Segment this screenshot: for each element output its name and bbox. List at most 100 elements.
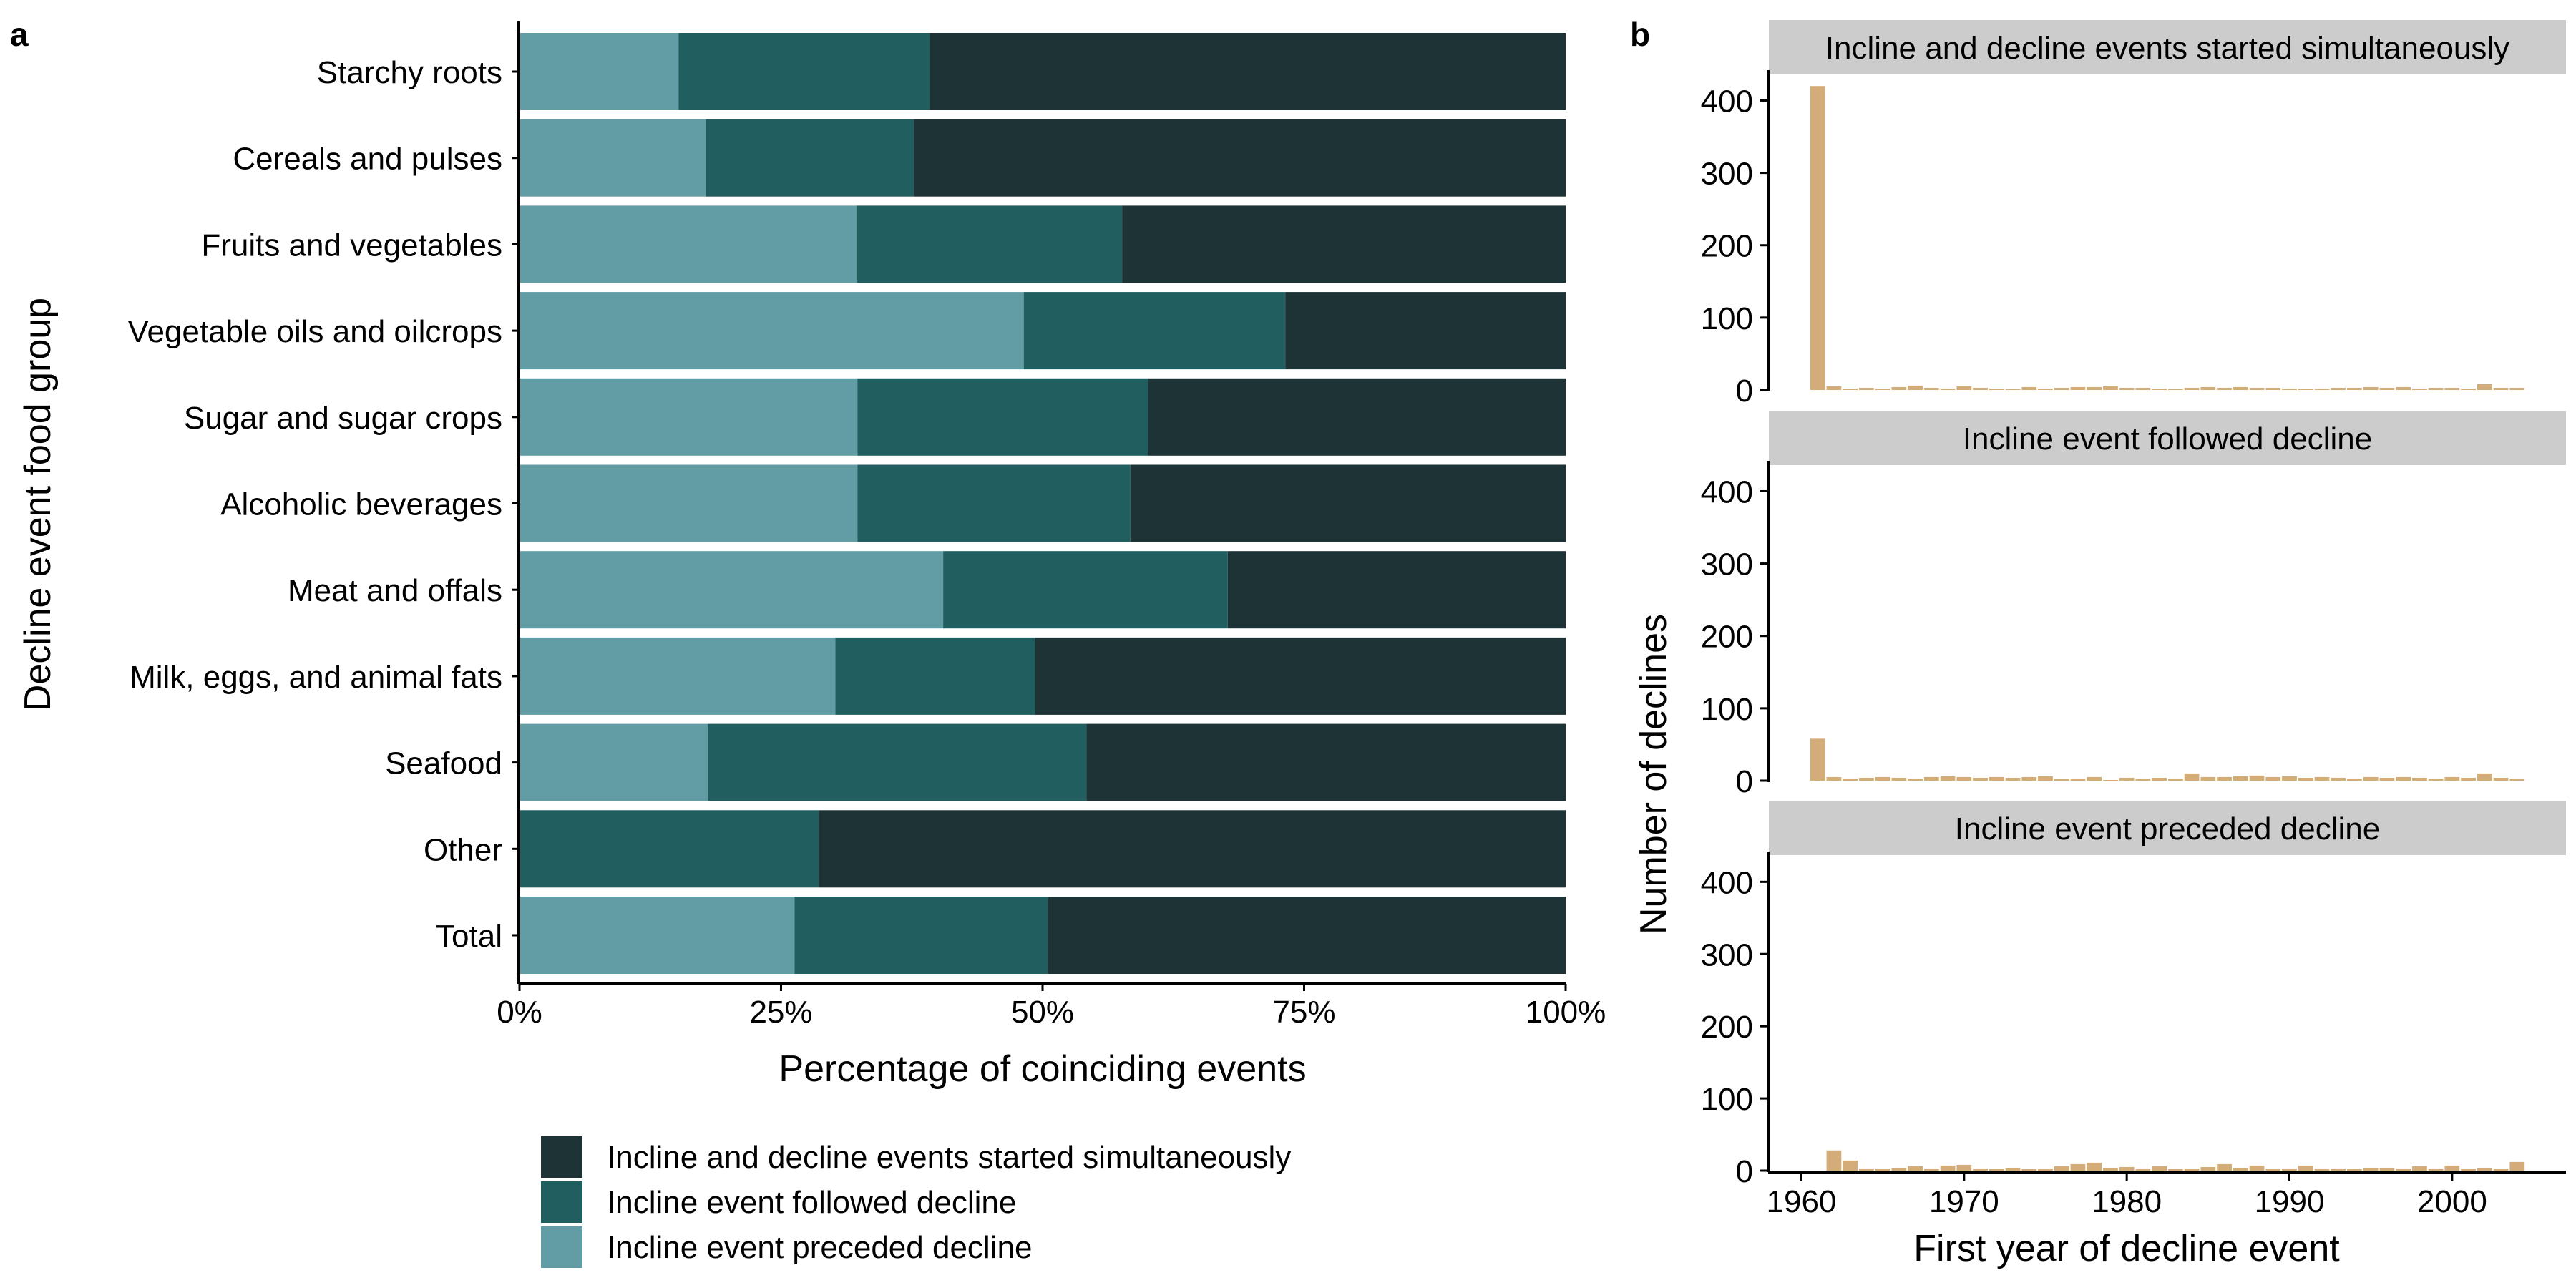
hist-bar-1989 — [2265, 1168, 2281, 1171]
hist-bar-1990 — [2282, 388, 2297, 390]
y-tick-label: 400 — [1701, 84, 1753, 119]
bar-milk-eggs-and-animal-fats-incline-event-preceded-decline — [519, 637, 836, 715]
hist-bar-1978 — [2087, 1162, 2102, 1171]
bar-starchy-roots-incline-and-decline-events-started-simultaneously — [930, 33, 1566, 110]
hist-bar-1999 — [2428, 387, 2444, 390]
hist-bar-2000 — [2444, 387, 2460, 390]
x-tick-label: 75% — [1272, 995, 1335, 1030]
panel-b-x-axis-title: First year of decline event — [1913, 1228, 2340, 1269]
hist-bar-1967 — [1908, 385, 1923, 390]
hist-bar-1961 — [1810, 86, 1825, 391]
hist-bar-2004 — [2509, 387, 2525, 390]
hist-bar-1993 — [2331, 387, 2346, 390]
hist-bar-1995 — [2363, 1167, 2379, 1171]
hist-bar-2001 — [2461, 777, 2476, 781]
bar-seafood-incline-and-decline-events-started-simultaneously — [1086, 723, 1566, 801]
hist-bar-1975 — [2038, 776, 2053, 781]
hist-bar-1977 — [2070, 386, 2086, 390]
hist-bar-2000 — [2444, 776, 2460, 781]
x-tick-label: 1990 — [2255, 1184, 2325, 1219]
facet-title: Incline event preceded decline — [1955, 811, 2380, 847]
hist-bar-1983 — [2168, 1169, 2183, 1171]
hist-bar-1985 — [2200, 386, 2216, 390]
hist-bar-1977 — [2070, 778, 2086, 781]
category-label: Starchy roots — [317, 55, 502, 90]
y-tick-label: 300 — [1701, 547, 1753, 582]
y-tick-label: 200 — [1701, 1010, 1753, 1045]
hist-bar-1962 — [1826, 1150, 1842, 1171]
hist-bar-1986 — [2217, 387, 2232, 390]
hist-bar-1972 — [1989, 1169, 2004, 1171]
hist-bar-1987 — [2233, 1167, 2248, 1171]
hist-bar-1962 — [1826, 386, 1842, 390]
bar-fruits-and-vegetables-incline-event-followed-decline — [856, 205, 1123, 283]
legend-swatch-incline-and-decline-events-started-simultaneously — [541, 1136, 582, 1178]
hist-bar-1995 — [2363, 776, 2379, 781]
legend-swatch-incline-event-preceded-decline — [541, 1226, 582, 1268]
hist-bar-2003 — [2493, 387, 2509, 390]
bar-sugar-and-sugar-crops-incline-event-followed-decline — [857, 378, 1148, 456]
hist-bar-1975 — [2038, 1168, 2053, 1171]
facet-incline-event-followed-decline: Incline event followed decline 0 100 200 300… — [1701, 411, 2566, 799]
hist-bar-1998 — [2412, 1166, 2427, 1171]
hist-bar-1988 — [2249, 775, 2265, 781]
hist-bar-2003 — [2493, 1168, 2509, 1171]
hist-bar-1992 — [2314, 1168, 2330, 1171]
bar-meat-and-offals-incline-event-preceded-decline — [519, 551, 944, 629]
bar-total-incline-and-decline-events-started-simultaneously — [1048, 897, 1566, 974]
hist-bar-1981 — [2135, 778, 2151, 781]
y-tick-label: 300 — [1701, 157, 1753, 192]
category-label: Alcoholic beverages — [220, 487, 502, 522]
hist-bar-1980 — [2119, 387, 2135, 390]
hist-bar-1998 — [2412, 388, 2427, 390]
hist-bar-2002 — [2477, 773, 2492, 781]
hist-bar-1997 — [2396, 776, 2411, 781]
hist-bar-1983 — [2168, 778, 2183, 781]
hist-bar-1966 — [1891, 386, 1907, 390]
x-tick-label: 2000 — [2417, 1184, 2487, 1219]
category-label: Seafood — [385, 746, 502, 781]
hist-bar-1985 — [2200, 776, 2216, 781]
hist-bar-1965 — [1875, 776, 1890, 781]
hist-bar-2002 — [2477, 384, 2492, 390]
hist-bar-1981 — [2135, 387, 2151, 390]
hist-bar-1989 — [2265, 776, 2281, 781]
hist-bar-1969 — [1940, 776, 1956, 781]
hist-bar-1986 — [2217, 1163, 2232, 1171]
hist-bar-1976 — [2054, 779, 2069, 781]
hist-bar-1987 — [2233, 386, 2248, 390]
hist-bar-1963 — [1843, 1160, 1858, 1171]
y-tick-label: 400 — [1701, 474, 1753, 509]
bar-fruits-and-vegetables-incline-and-decline-events-started-simultaneously — [1122, 205, 1566, 283]
bar-seafood-incline-event-preceded-decline — [519, 723, 708, 801]
x-tick-label: 25% — [749, 995, 812, 1030]
y-tick-label: 0 — [1736, 374, 1753, 409]
hist-bar-1977 — [2070, 1163, 2086, 1171]
hist-bar-1963 — [1843, 388, 1858, 390]
category-label: Total — [436, 919, 502, 954]
hist-bar-1997 — [2396, 1168, 2411, 1171]
panel-a-label: a — [10, 16, 29, 53]
hist-bar-2001 — [2461, 388, 2476, 390]
hist-bar-1994 — [2347, 387, 2362, 390]
y-tick-label: 100 — [1701, 301, 1753, 336]
hist-bar-1990 — [2282, 1168, 2297, 1171]
hist-bar-1974 — [2021, 776, 2037, 781]
hist-bar-1964 — [1859, 1168, 1874, 1171]
bar-alcoholic-beverages-incline-event-preceded-decline — [519, 464, 858, 542]
x-tick-label: 1960 — [1767, 1184, 1837, 1219]
y-tick-label: 0 — [1736, 764, 1753, 799]
hist-bar-1970 — [1956, 1164, 1972, 1171]
bar-cereals-and-pulses-incline-event-followed-decline — [706, 119, 914, 197]
hist-bar-1968 — [1923, 387, 1939, 390]
hist-bar-1990 — [2282, 776, 2297, 781]
stacked-bars — [519, 33, 1566, 974]
bar-milk-eggs-and-animal-fats-incline-event-followed-decline — [835, 637, 1035, 715]
bar-alcoholic-beverages-incline-event-followed-decline — [857, 464, 1131, 542]
hist-bar-1988 — [2249, 387, 2265, 390]
hist-bar-1975 — [2038, 388, 2053, 390]
y-tick-label: 0 — [1736, 1154, 1753, 1189]
bar-total-incline-event-preceded-decline — [519, 897, 795, 974]
stacked-bar-chart: Starchy roots Cereals and pulses Fruits an… — [17, 21, 1606, 1090]
bar-starchy-roots-incline-event-followed-decline — [678, 33, 930, 110]
